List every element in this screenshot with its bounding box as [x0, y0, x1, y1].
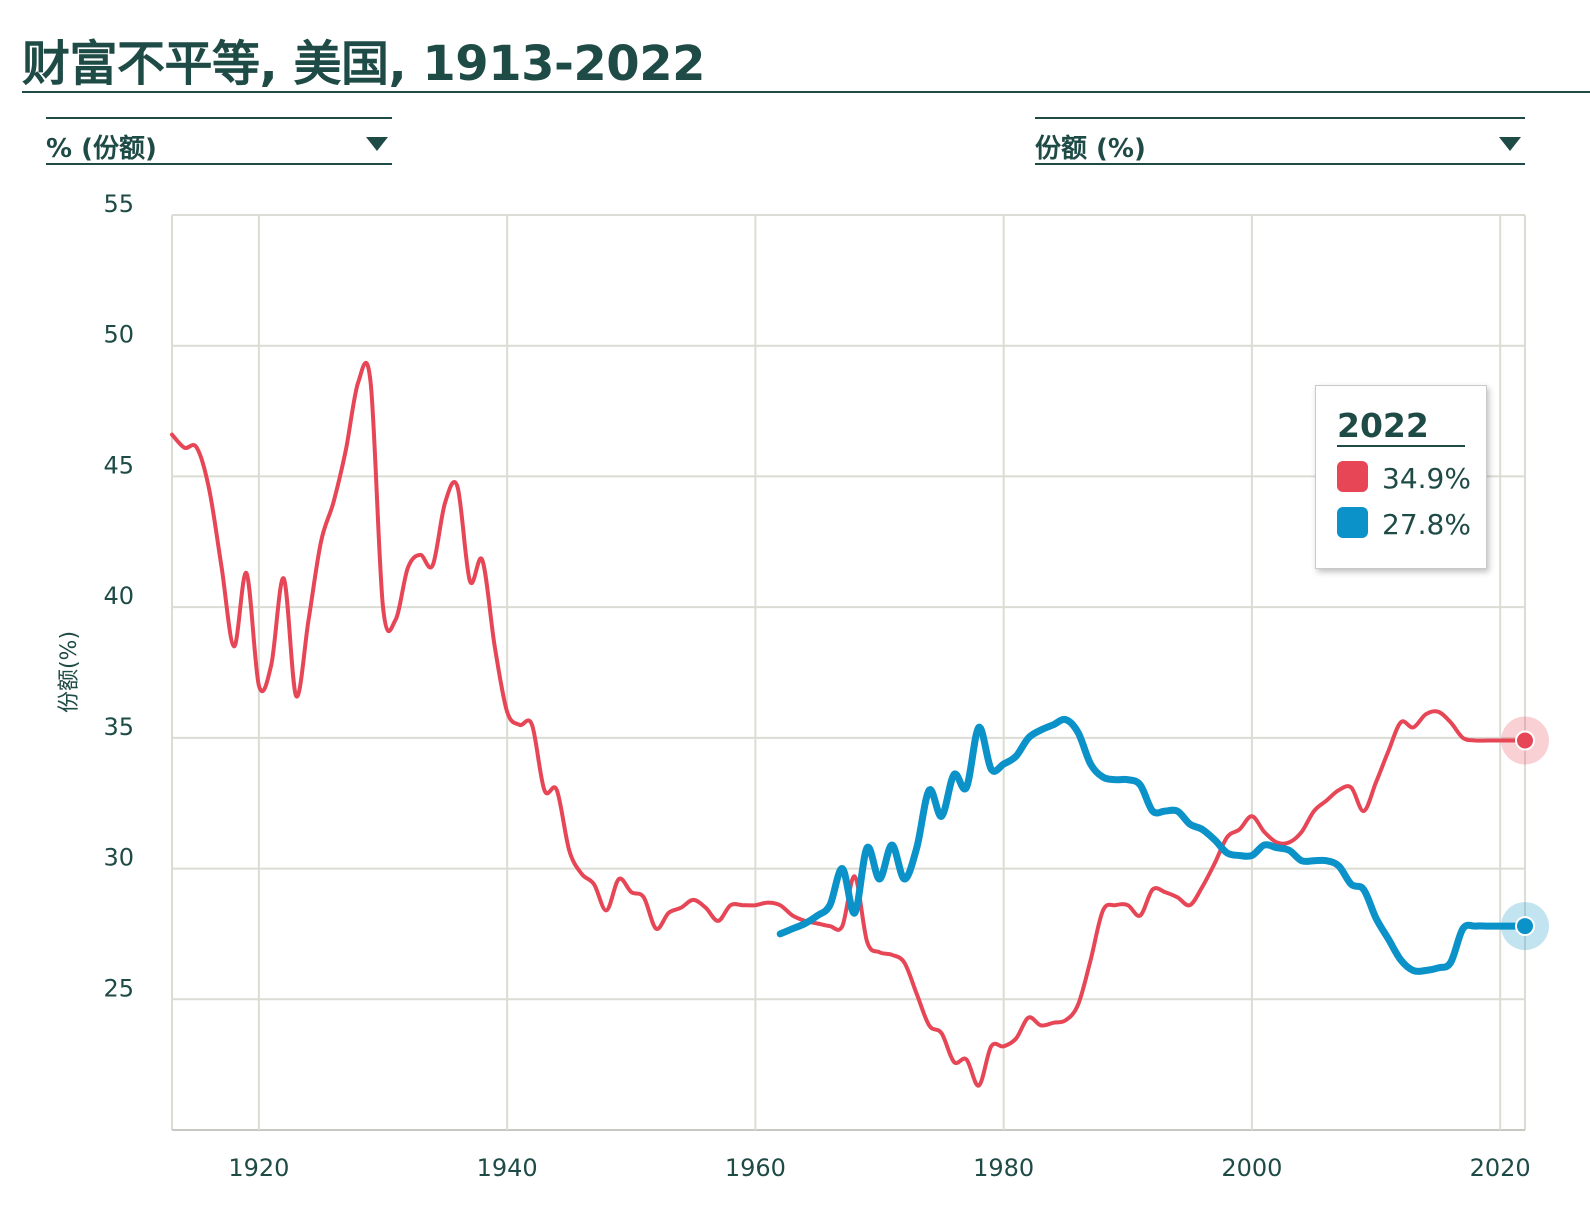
y-tick-label: 50 — [103, 321, 134, 349]
legend-swatch-blue — [1337, 507, 1368, 538]
y-tick-label: 25 — [103, 974, 134, 1002]
tooltip-value-red: 34.9% — [1382, 462, 1471, 495]
metric-selector-right[interactable]: 份额 (%) — [1035, 117, 1525, 165]
tooltip-value-blue: 27.8% — [1382, 508, 1471, 541]
tooltip-year: 2022 — [1337, 406, 1429, 445]
tooltip-divider — [1337, 445, 1465, 447]
y-tick-label: 55 — [103, 190, 134, 218]
y-tick-label: 35 — [103, 713, 134, 741]
series-line-red — [170, 361, 1527, 1088]
metric-selector-left-label: % (份额) — [46, 134, 157, 164]
end-marker-red — [1515, 730, 1535, 751]
chevron-down-icon[interactable] — [366, 137, 388, 151]
x-tick-label: 1920 — [228, 1154, 289, 1182]
series-line-blue — [776, 715, 1529, 975]
metric-selector-right-label: 份额 (%) — [1035, 134, 1146, 164]
y-tick-label: 45 — [103, 451, 134, 479]
x-tick-label: 2000 — [1221, 1154, 1282, 1182]
legend-swatch-red — [1337, 461, 1368, 492]
x-tick-label: 1960 — [725, 1154, 786, 1182]
y-tick-label: 30 — [103, 844, 134, 872]
title-divider — [22, 91, 1590, 93]
hover-tooltip: 2022 34.9% 27.8% — [1315, 385, 1487, 569]
metric-selector-left[interactable]: % (份额) — [46, 117, 392, 165]
x-tick-label: 1980 — [973, 1154, 1034, 1182]
x-tick-label: 2020 — [1470, 1154, 1531, 1182]
chevron-down-icon[interactable] — [1499, 137, 1521, 151]
end-marker-blue — [1515, 916, 1535, 937]
y-axis-label: 份额(%) — [57, 631, 82, 713]
x-tick-label: 1940 — [477, 1154, 538, 1182]
page-title: 财富不平等, 美国, 1913-2022 — [22, 36, 706, 92]
y-tick-label: 40 — [103, 582, 134, 610]
